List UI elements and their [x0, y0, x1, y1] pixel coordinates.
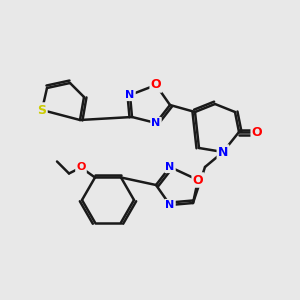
Text: N: N: [165, 162, 175, 172]
Text: N: N: [152, 118, 160, 128]
Text: O: O: [76, 163, 86, 172]
Text: S: S: [38, 103, 46, 116]
Text: N: N: [125, 90, 135, 100]
Text: N: N: [165, 200, 175, 210]
Text: O: O: [151, 79, 161, 92]
Text: O: O: [193, 173, 203, 187]
Text: O: O: [252, 125, 262, 139]
Text: N: N: [218, 146, 228, 158]
